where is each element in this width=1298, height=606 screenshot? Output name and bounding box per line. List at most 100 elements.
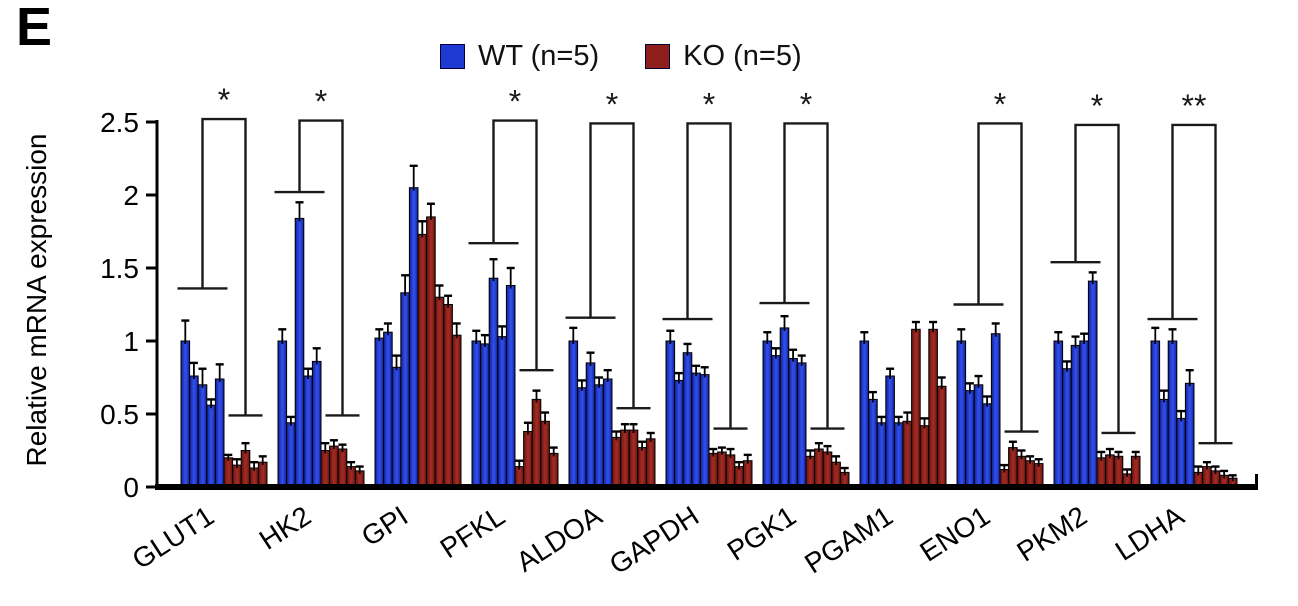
- bar-wt-ALDOA-2: [577, 387, 587, 490]
- bar-wt-HK2-4: [303, 375, 313, 490]
- bar-wt-GAPDH-1: [665, 340, 676, 490]
- bar-ko-ALDOA-3: [628, 429, 639, 490]
- bar-ko-ENO1-2: [1008, 447, 1018, 490]
- bar-wt-LDHA-1: [1150, 340, 1161, 490]
- legend-item-wt: WT (n=5): [440, 40, 599, 73]
- bar-ko-GPI-2: [426, 216, 436, 490]
- bar-wt-GAPDH-4: [691, 372, 701, 490]
- sig-star-HK2: *: [315, 84, 327, 120]
- bar-wt-GPI-2: [383, 331, 393, 490]
- bar-wt-GLUT1-4: [206, 404, 216, 490]
- bar-ko-PFKL-4: [540, 420, 550, 490]
- wt-color-swatch: [440, 44, 465, 69]
- sig-bracket-ENO1: [953, 122, 1039, 433]
- bar-wt-GLUT1-3: [197, 384, 208, 490]
- sig-bracket-GAPDH: [662, 122, 748, 430]
- bar-ko-PGAM1-3: [919, 425, 930, 490]
- sig-star-PFKL: *: [509, 84, 521, 120]
- bar-wt-GLUT1-2: [189, 375, 199, 490]
- sig-bracket-PKM2: [1050, 123, 1136, 435]
- sig-bracket-GLUT1: [177, 117, 263, 417]
- bar-wt-PKM2-3: [1070, 344, 1081, 490]
- x-category-label-PGAM1: PGAM1: [799, 500, 898, 579]
- bar-wt-GPI-1: [374, 337, 385, 490]
- sig-star-LDHA: **: [1182, 88, 1207, 124]
- legend-label-wt: WT (n=5): [478, 40, 600, 72]
- sig-star-GLUT1: *: [218, 82, 230, 118]
- panel-label: E: [16, 0, 53, 57]
- bar-ko-PGK1-2: [814, 448, 824, 490]
- x-category-label-ENO1: ENO1: [914, 500, 995, 568]
- bar-wt-LDHA-3: [1167, 340, 1178, 490]
- bar-wt-PGK1-1: [762, 340, 773, 490]
- bar-wt-PKM2-1: [1053, 340, 1064, 490]
- bar-wt-LDHA-2: [1159, 398, 1169, 490]
- bar-ko-GPI-5: [451, 334, 462, 490]
- bar-ko-ALDOA-1: [611, 436, 622, 490]
- sig-star-GAPDH: *: [703, 86, 715, 122]
- bar-ko-PFKL-2: [523, 431, 533, 490]
- bar-wt-PFKL-1: [471, 340, 482, 490]
- sig-bracket-HK2: [274, 119, 360, 417]
- bar-wt-PFKL-4: [497, 336, 507, 490]
- bar-wt-HK2-5: [311, 360, 322, 490]
- bar-wt-ALDOA-4: [594, 384, 604, 490]
- bar-ko-ALDOA-4: [637, 447, 647, 490]
- sig-bracket-PGK1: [759, 122, 845, 430]
- sig-star-PKM2: *: [1091, 88, 1103, 124]
- bar-ko-GPI-4: [443, 304, 453, 490]
- x-category-label-HK2: HK2: [254, 500, 317, 556]
- x-category-label-LDHA: LDHA: [1110, 500, 1190, 567]
- bar-ko-HK2-3: [337, 448, 348, 490]
- bar-wt-LDHA-4: [1176, 417, 1186, 490]
- y-tick-label: 0: [123, 472, 139, 503]
- y-tick-label: 1.5: [100, 253, 139, 284]
- legend: WT (n=5) KO (n=5): [440, 40, 802, 73]
- bar-ko-GAPDH-1: [708, 452, 719, 490]
- bar-ko-PGAM1-1: [902, 420, 913, 490]
- bar-wt-PFKL-3: [488, 277, 499, 490]
- bar-wt-HK2-2: [286, 422, 296, 490]
- bar-ko-PFKL-5: [548, 452, 559, 490]
- bar-wt-PGAM1-5: [893, 422, 904, 490]
- bar-wt-PGK1-4: [788, 358, 798, 490]
- bar-wt-PKM2-4: [1079, 340, 1089, 490]
- bar-wt-GPI-3: [391, 366, 402, 490]
- bar-wt-PGAM1-1: [859, 340, 870, 490]
- bar-wt-PGAM1-3: [876, 422, 887, 490]
- x-category-label-ALDOA: ALDOA: [511, 500, 608, 578]
- bar-ko-GLUT1-3: [240, 450, 251, 490]
- bar-ko-GAPDH-3: [725, 454, 736, 490]
- bar-wt-ENO1-4: [982, 403, 992, 490]
- bar-wt-PGAM1-4: [885, 375, 895, 490]
- sig-bracket-PFKL: [468, 119, 554, 372]
- x-category-label-PFKL: PFKL: [435, 500, 511, 564]
- bar-wt-PGK1-5: [796, 362, 807, 490]
- bar-wt-PGK1-2: [771, 355, 781, 490]
- legend-item-ko: KO (n=5): [645, 40, 802, 73]
- bar-wt-GAPDH-5: [699, 374, 710, 490]
- bar-wt-HK2-3: [294, 217, 305, 490]
- bar-wt-PKM2-5: [1087, 280, 1098, 490]
- bar-ko-HK2-1: [320, 450, 331, 490]
- bar-ko-PGAM1-4: [928, 328, 938, 490]
- bar-ko-GAPDH-2: [717, 451, 727, 490]
- bar-ko-HK2-2: [329, 445, 339, 490]
- x-category-label-PGK1: PGK1: [722, 500, 802, 567]
- sig-bracket-LDHA: [1147, 123, 1233, 445]
- bar-wt-ENO1-3: [973, 384, 984, 490]
- x-category-label-GPI: GPI: [356, 500, 413, 552]
- x-category-label-GAPDH: GAPDH: [604, 500, 704, 580]
- bar-ko-ALDOA-2: [620, 429, 630, 490]
- y-tick-label: 1: [123, 326, 139, 357]
- bar-wt-GLUT1-5: [214, 378, 225, 490]
- bar-ko-PFKL-3: [531, 398, 542, 490]
- bar-wt-GLUT1-1: [180, 340, 191, 490]
- bar-wt-PFKL-2: [480, 343, 490, 490]
- y-tick-label: 2.5: [100, 107, 139, 138]
- bar-wt-GPI-4: [400, 292, 410, 490]
- x-category-label-PKM2: PKM2: [1011, 500, 1092, 568]
- bar-ko-GPI-3: [434, 296, 445, 490]
- bar-wt-HK2-1: [277, 340, 288, 490]
